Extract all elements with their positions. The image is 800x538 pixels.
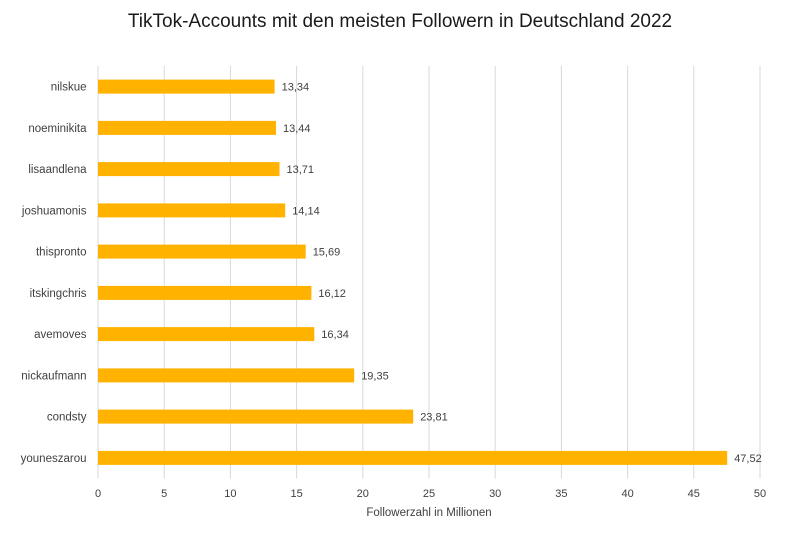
svg-text:13,44: 13,44 — [283, 123, 311, 135]
svg-text:Followerzahl in Millionen: Followerzahl in Millionen — [366, 507, 491, 519]
svg-text:13,34: 13,34 — [282, 82, 310, 94]
svg-text:nilskue: nilskue — [51, 82, 87, 94]
svg-text:20: 20 — [357, 488, 369, 500]
svg-text:lisaandlena: lisaandlena — [28, 164, 87, 176]
svg-text:joshuamonis: joshuamonis — [21, 205, 87, 217]
svg-text:5: 5 — [161, 488, 167, 500]
svg-text:15: 15 — [290, 488, 302, 500]
svg-text:thispronto: thispronto — [36, 247, 87, 259]
svg-text:45: 45 — [688, 488, 700, 500]
svg-text:0: 0 — [95, 488, 101, 500]
svg-text:itskingchris: itskingchris — [30, 288, 87, 300]
svg-text:47,52: 47,52 — [734, 453, 762, 465]
svg-text:25: 25 — [423, 488, 435, 500]
svg-text:youneszarou: youneszarou — [21, 453, 87, 465]
svg-text:15,69: 15,69 — [313, 247, 341, 259]
svg-text:23,81: 23,81 — [420, 412, 448, 424]
svg-text:10: 10 — [224, 488, 236, 500]
svg-text:16,34: 16,34 — [321, 329, 349, 341]
svg-text:nickaufmann: nickaufmann — [21, 370, 86, 382]
svg-text:50: 50 — [754, 488, 766, 500]
svg-text:condsty: condsty — [47, 412, 87, 424]
svg-text:avemoves: avemoves — [34, 329, 87, 341]
svg-text:14,14: 14,14 — [292, 205, 320, 217]
svg-text:16,12: 16,12 — [318, 288, 346, 300]
svg-text:30: 30 — [489, 488, 501, 500]
svg-text:35: 35 — [555, 488, 567, 500]
svg-text:TikTok-Accounts mit den meiste: TikTok-Accounts mit den meisten Follower… — [128, 11, 672, 32]
svg-text:13,71: 13,71 — [287, 164, 315, 176]
svg-text:noeminikita: noeminikita — [28, 123, 87, 135]
svg-text:19,35: 19,35 — [361, 370, 389, 382]
svg-text:40: 40 — [621, 488, 633, 500]
